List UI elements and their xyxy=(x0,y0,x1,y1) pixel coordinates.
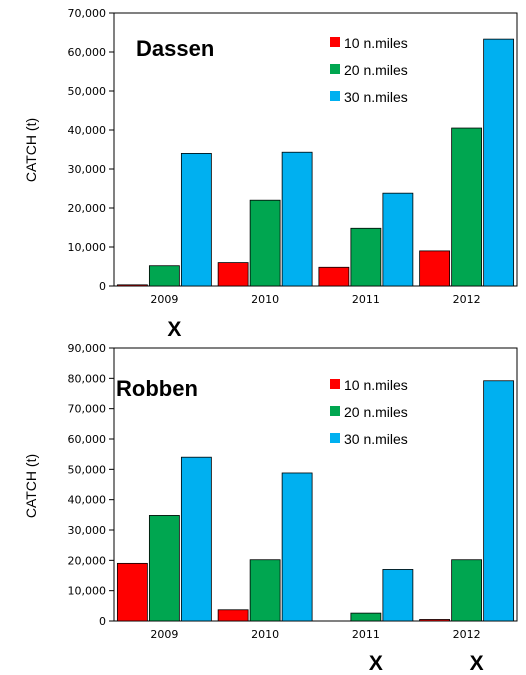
y-tick-label: 40,000 xyxy=(68,494,107,507)
bar xyxy=(148,515,180,622)
y-tick-label: 20,000 xyxy=(68,202,107,215)
y-tick-label: 70,000 xyxy=(68,403,107,416)
y-tick-label: 70,000 xyxy=(68,7,107,20)
bar xyxy=(350,227,382,287)
bar xyxy=(318,266,350,287)
x-tick-label: 2011 xyxy=(352,293,380,306)
y-tick-label: 90,000 xyxy=(68,342,107,355)
bar xyxy=(382,569,414,622)
x-tick-label: 2012 xyxy=(453,293,481,306)
x-tick-label: 2010 xyxy=(251,628,279,641)
chart-title: Robben xyxy=(116,376,198,401)
bar xyxy=(419,250,451,287)
bar xyxy=(116,284,148,287)
y-axis-label: CATCH (t) xyxy=(23,118,39,182)
bar xyxy=(180,456,212,622)
x-tick-label: 2011 xyxy=(352,628,380,641)
x-tick-label: 2012 xyxy=(453,628,481,641)
y-tick-label: 80,000 xyxy=(68,372,107,385)
bar xyxy=(451,559,483,622)
legend-label: 10 n.miles xyxy=(344,35,408,51)
y-tick-label: 30,000 xyxy=(68,524,107,537)
bar xyxy=(217,609,249,622)
x-annotation: X xyxy=(167,318,181,341)
bar xyxy=(281,472,313,622)
legend-label: 20 n.miles xyxy=(344,404,408,420)
x-annotation: X xyxy=(369,652,383,675)
y-tick-label: 50,000 xyxy=(68,85,107,98)
legend-swatch xyxy=(330,64,340,74)
bar xyxy=(249,559,281,622)
bar xyxy=(180,152,212,287)
y-tick-label: 40,000 xyxy=(68,124,107,137)
x-annotation: X xyxy=(470,652,484,675)
y-tick-label: 10,000 xyxy=(68,585,107,598)
chart-title: Dassen xyxy=(136,36,214,61)
y-tick-label: 0 xyxy=(99,615,106,628)
bar xyxy=(483,38,515,287)
legend-label: 30 n.miles xyxy=(344,89,408,105)
legend-label: 30 n.miles xyxy=(344,431,408,447)
y-tick-label: 50,000 xyxy=(68,463,107,476)
bar xyxy=(483,380,515,622)
y-tick-label: 10,000 xyxy=(68,241,107,254)
legend-swatch xyxy=(330,91,340,101)
y-axis-label: CATCH (t) xyxy=(23,454,39,518)
bar xyxy=(116,562,148,622)
y-tick-label: 60,000 xyxy=(68,433,107,446)
bar xyxy=(281,151,313,287)
legend-swatch xyxy=(330,433,340,443)
bar xyxy=(249,199,281,287)
legend-swatch xyxy=(330,406,340,416)
bar xyxy=(350,612,382,622)
y-tick-label: 20,000 xyxy=(68,554,107,567)
bar xyxy=(148,265,180,287)
x-tick-label: 2010 xyxy=(251,293,279,306)
legend-swatch xyxy=(330,379,340,389)
bar xyxy=(419,619,451,622)
x-tick-label: 2009 xyxy=(150,293,178,306)
legend-label: 10 n.miles xyxy=(344,377,408,393)
legend-label: 20 n.miles xyxy=(344,62,408,78)
y-tick-label: 30,000 xyxy=(68,163,107,176)
legend-swatch xyxy=(330,37,340,47)
bar xyxy=(217,262,249,287)
x-tick-label: 2009 xyxy=(150,628,178,641)
y-tick-label: 0 xyxy=(99,280,106,293)
bar xyxy=(382,192,414,287)
bar xyxy=(451,127,483,287)
y-tick-label: 60,000 xyxy=(68,46,107,59)
